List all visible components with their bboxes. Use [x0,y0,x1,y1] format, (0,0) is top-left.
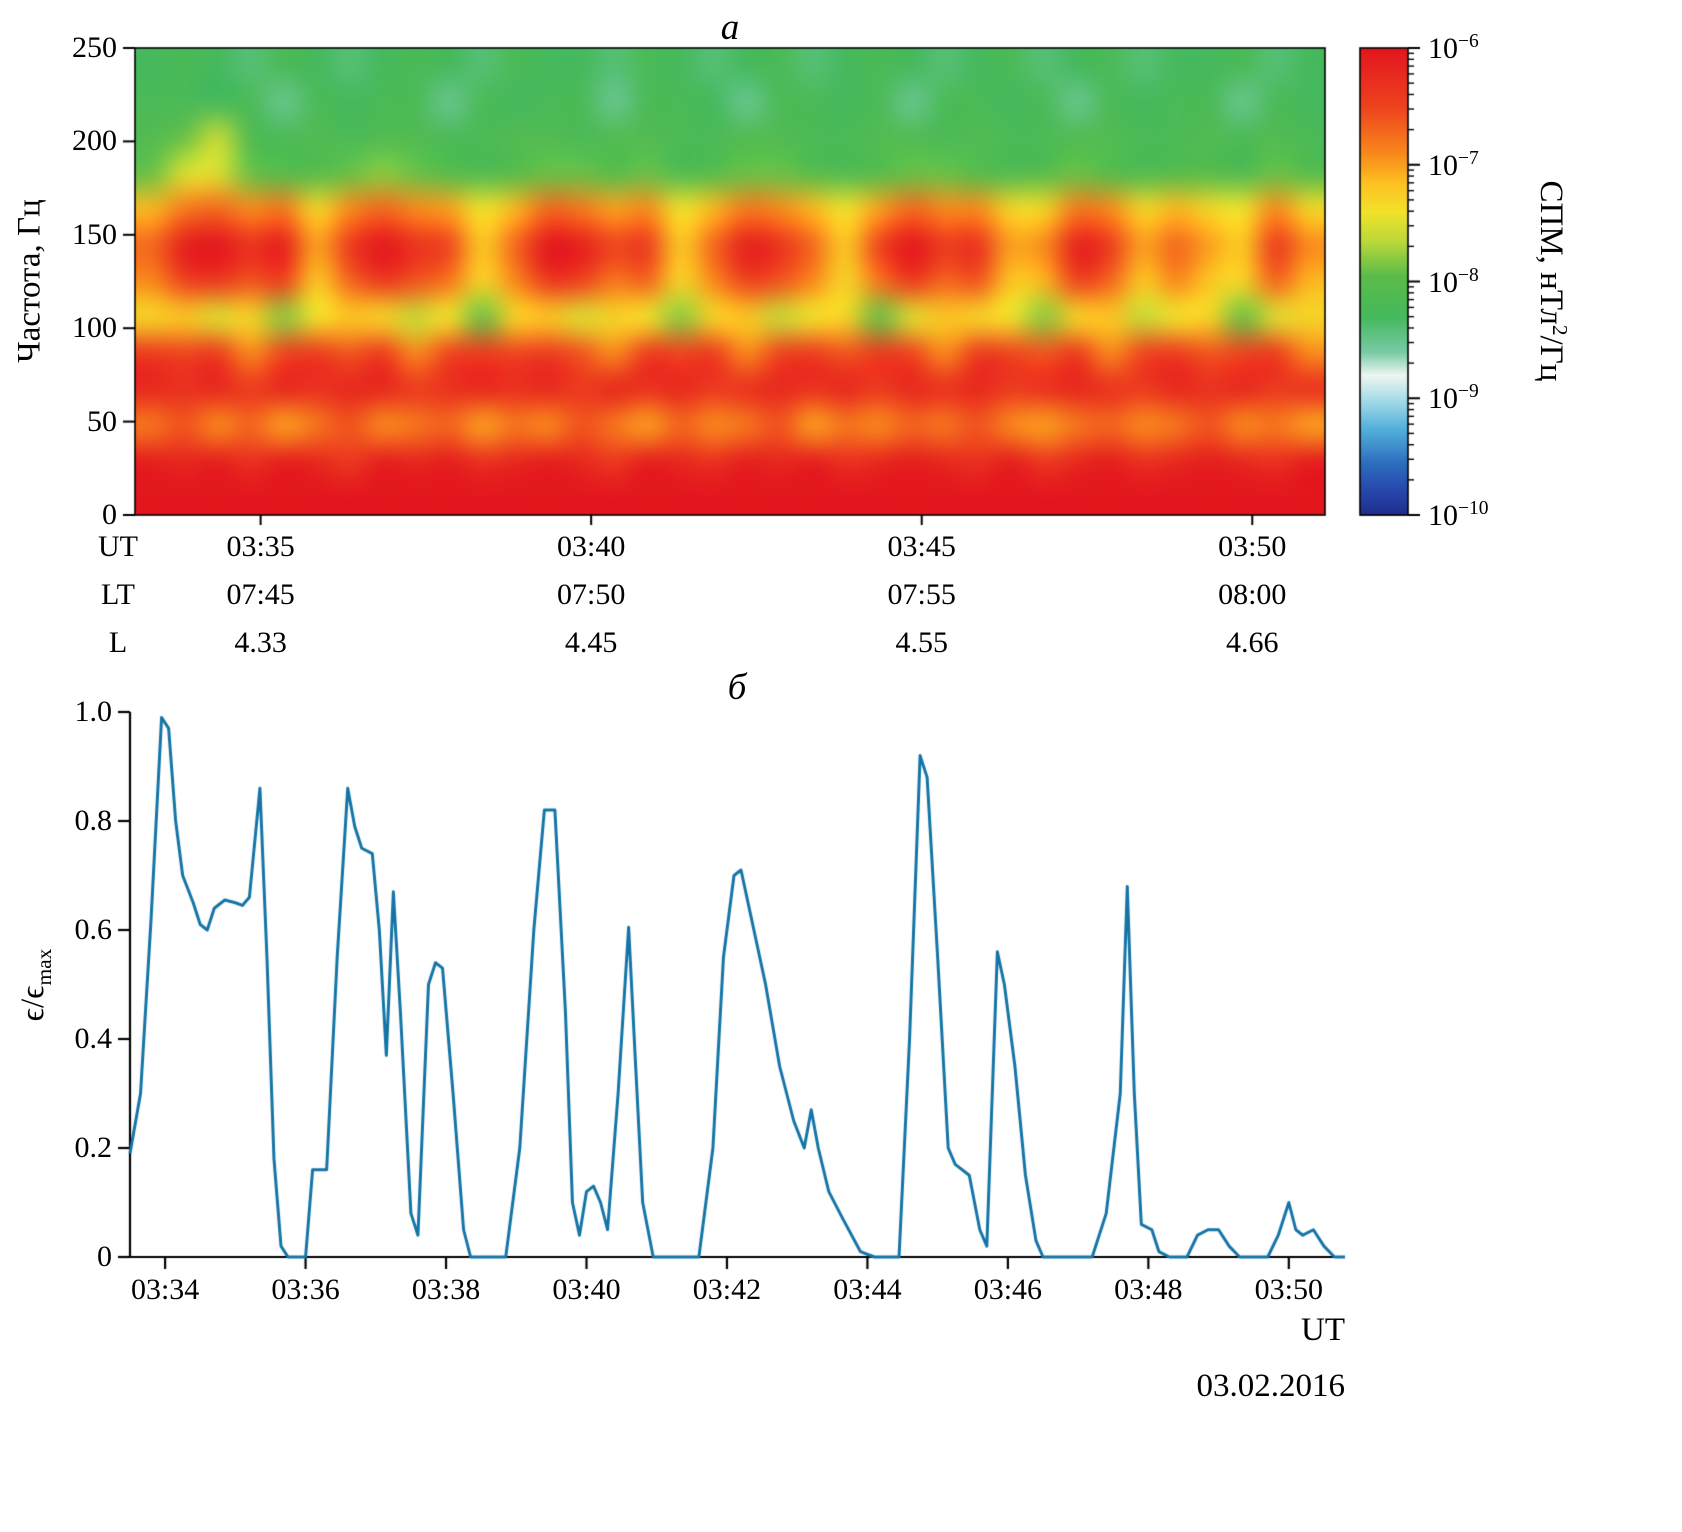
colorbar-label-sup: 2 [1548,324,1572,336]
panel-b-ytick-label: 0.8 [74,804,113,837]
panel-b-ylabel-sub: max [31,948,56,986]
panel-b-xtick-label: 03:40 [552,1273,621,1306]
colorbar-label-pre: СПМ, нТл [1533,180,1569,325]
panel-b-xtick-label: 03:36 [271,1273,340,1306]
panel-b-xtick-label: 03:50 [1254,1273,1323,1306]
colorbar-tick-label: 10−8 [1428,264,1479,299]
panel-a-ytick-label: 150 [72,217,117,251]
colorbar-tick-label: 10−7 [1428,147,1479,182]
panel-a-xtick-ut: 03:35 [226,530,295,563]
colorbar-tick-label: 10−10 [1428,498,1489,532]
panel-b-ylabel: ϵ/ϵmax [15,949,57,1022]
panel-a-xtick-l: 4.55 [895,626,948,659]
panel-b-xtick-label: 03:42 [692,1273,762,1306]
panel-a-axis-row-label: UT [98,530,138,563]
panel-a-xtick-l: 4.66 [1226,626,1279,659]
panel-a-ytick-label: 100 [72,311,117,345]
colorbar-label: СПМ, нТл2/Гц [1532,181,1572,382]
panel-a-xtick-ut: 03:45 [887,530,956,563]
panel-b-xtick-label: 03:48 [1114,1273,1183,1306]
panel-a-xtick-lt: 07:55 [887,578,956,611]
panel-b-ylabel-main: ϵ/ϵ [15,985,52,1022]
colorbar-label-post: /Гц [1533,335,1569,382]
panel-a-ytick-label: 250 [72,31,117,64]
panel-a-xtick-l: 4.33 [234,626,287,659]
panel-b-ytick-label: 1.0 [74,695,113,728]
panel-b-ytick-label: 0.6 [74,913,113,946]
colorbar-tick-label: 10−9 [1428,381,1479,416]
panel-a-xtick-ut: 03:50 [1218,530,1287,563]
panel-b-ytick-label: 0.2 [74,1131,113,1164]
panel-a-ylabel: Частота, Гц [11,199,48,363]
panel-b-xlabel: UT [1301,1312,1345,1348]
panel-a-xtick-lt: 07:45 [226,578,295,611]
date-label: 03.02.2016 [1196,1368,1346,1404]
panel-a-ytick-label: 200 [72,124,117,158]
panel-a-ytick-label: 0 [102,498,117,531]
panel-a-xtick-ut: 03:40 [556,530,626,563]
panel-a-ytick-label: 50 [87,404,117,438]
panel-a-axis-row-label: L [108,626,128,659]
panel-a-xtick-lt: 08:00 [1218,578,1287,611]
panel-b-xtick-label: 03:38 [411,1273,481,1306]
panel-b-xtick-label: 03:44 [833,1273,902,1306]
panel-b-title: б [727,667,747,708]
panel-a-xtick-lt: 07:50 [556,578,626,611]
panel-a-axis-row-label: LT [101,578,135,611]
panel-b-ytick-label: 0.4 [74,1022,113,1055]
panel-a-title: а [720,7,740,48]
panel-b-xtick-label: 03:34 [130,1273,200,1306]
panel-b-ytick-label: 0 [97,1240,112,1273]
panel-a-xtick-l: 4.45 [564,626,618,659]
colorbar-tick-label: 10−6 [1428,31,1479,65]
panel-b-xtick-label: 03:46 [973,1273,1043,1306]
